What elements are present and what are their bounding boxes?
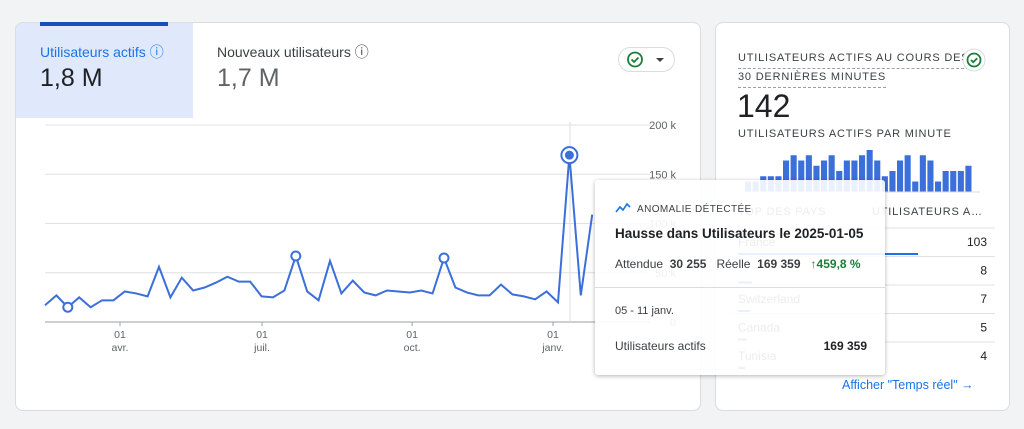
minute-bar [813,165,820,192]
country-users: 5 [980,321,987,335]
anomaly-icon [615,202,631,213]
realtime-title: UTILISATEURS ACTIFS AU COURS DES [738,49,970,69]
data-line [44,155,594,309]
anomaly-marker [290,250,302,262]
country-users: 4 [980,349,987,363]
minute-bar [821,160,828,192]
minute-bar [904,155,911,192]
minute-bar [912,181,919,192]
country-users: 8 [980,264,987,278]
country-users: 7 [980,292,987,306]
x-tick-label: 01 avr. [112,329,129,354]
minute-bar [851,160,858,192]
realtime-status[interactable] [961,47,987,73]
minute-bar [889,171,896,192]
y-tick-label: 200 k [649,120,676,132]
tab-indicator [40,22,168,26]
x-tick-label: 01 juil. [253,329,270,354]
realtime-value: 142 [737,88,791,124]
minute-bar [897,160,904,192]
y-tick-label: 150 k [649,169,676,181]
tab-selected[interactable] [16,23,193,118]
minute-bar [859,155,866,192]
anomaly-marker [62,301,74,313]
minute-bar [957,171,964,192]
tab-value: 1,8 M [40,64,103,92]
tooltip: ANOMALIE DÉTECTÉE Hausse dans Utilisateu… [595,180,885,375]
minute-bar [935,181,942,192]
tab-label[interactable]: Nouveaux utilisateurs ⓘ [217,44,369,60]
minute-bar [866,150,873,192]
status-icons [627,51,664,68]
minute-bar [874,160,881,192]
realtime-title: 30 DERNIÈRES MINUTES [738,68,887,88]
x-tick-label: 01 oct. [404,329,421,354]
minute-bar [790,155,797,192]
tooltip-metric-value: 169 359 [823,339,867,353]
tooltip-heading: ANOMALIE DÉTECTÉE [637,204,752,215]
anomaly-marker-dot [564,150,574,160]
minute-bar [798,160,805,192]
minute-bar [919,155,926,192]
country-users: 103 [967,235,987,249]
minute-bar [783,160,790,192]
tab-label: Utilisateurs actifs ⓘ [40,44,164,60]
minute-bar [965,165,972,192]
minute-bar [950,171,957,192]
tab-value: 1,7 M [217,64,280,92]
minute-bar [843,160,850,192]
tooltip-period: 05 - 11 janv. [615,305,674,317]
anomaly-marker [438,252,450,264]
divider [595,287,885,288]
tooltip-metric: Utilisateurs actifs [615,339,706,353]
column-header: UTILISATEURS A… [872,206,983,218]
minute-bar [828,155,835,192]
realtime-subtitle: UTILISATEURS ACTIFS PAR MINUTE [738,128,952,140]
tooltip-title: Hausse dans Utilisateurs le 2025-01-05 [615,226,864,241]
status-button[interactable] [618,47,675,72]
minute-bar [942,171,949,192]
realtime-link[interactable]: Afficher "Temps réel" → [842,378,974,392]
minute-bar [805,155,812,192]
x-tick-label: 01 janv. [541,329,563,354]
minute-bar [927,160,934,192]
tooltip-values: Attendue 30 255 Réelle 169 359 ↑459,8 % [615,257,861,271]
